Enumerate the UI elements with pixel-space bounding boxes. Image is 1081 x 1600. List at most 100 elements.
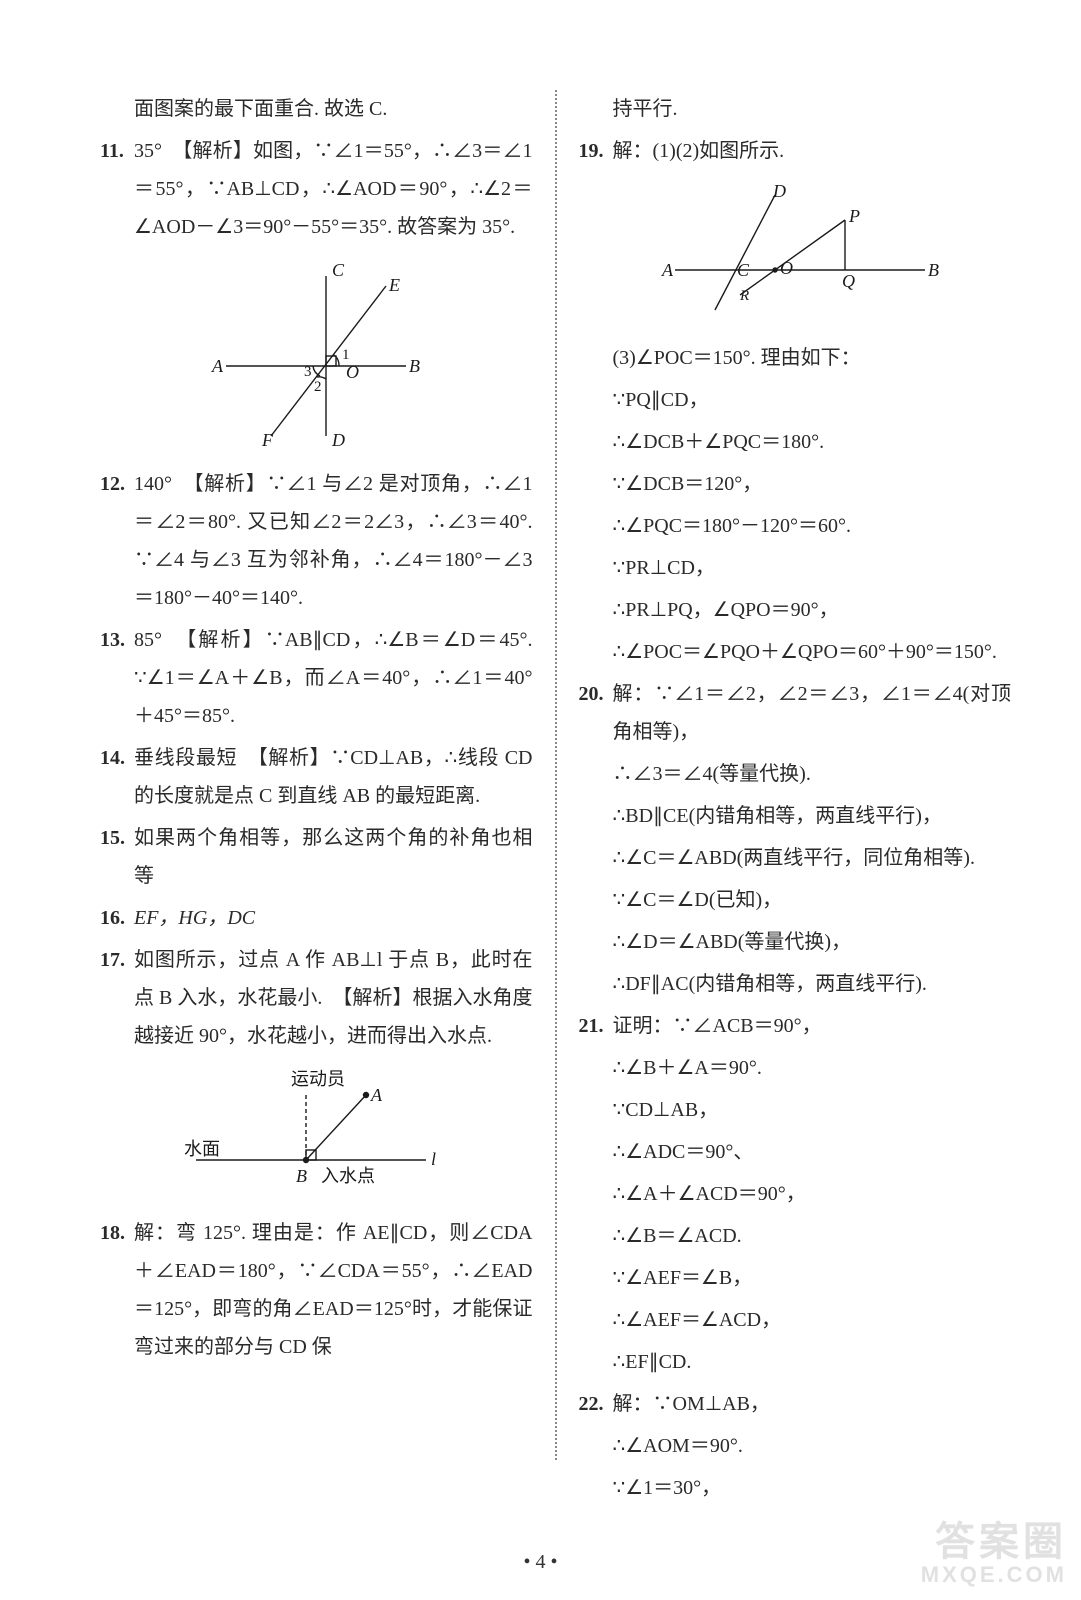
label-R: R: [739, 288, 749, 304]
item-body: 解：∵OM⊥AB，: [613, 1385, 1012, 1423]
label-D: D: [772, 181, 786, 201]
item-13: 13. 85° 【解析】∵AB∥CD，∴∠B＝∠D＝45°. ∵∠1＝∠A＋∠B…: [100, 621, 533, 735]
item-20-line: ∴∠3＝∠4(等量代换).: [579, 755, 1012, 793]
page-number: 4: [0, 1551, 1081, 1574]
label-F: F: [261, 430, 274, 446]
figure-11-svg: C E A B O F D 1 2 3: [196, 256, 436, 446]
item-number: 15.: [100, 819, 134, 895]
item-19-line: ∵PR⊥CD，: [579, 549, 1012, 587]
item-21-line: ∴∠B＝∠ACD.: [579, 1217, 1012, 1255]
item-body: 证明：∵∠ACB＝90°，: [613, 1007, 1012, 1045]
item-21-line: ∴∠A＋∠ACD＝90°，: [579, 1175, 1012, 1213]
item-number: 16.: [100, 899, 134, 937]
item-body: 85° 【解析】∵AB∥CD，∴∠B＝∠D＝45°. ∵∠1＝∠A＋∠B，而∠A…: [134, 621, 533, 735]
item-number: 11.: [100, 132, 134, 246]
item-17: 17. 如图所示，过点 A 作 AB⊥l 于点 B，此时在点 B 入水，水花最小…: [100, 941, 533, 1055]
label-O: O: [346, 362, 359, 382]
item-21: 21. 证明：∵∠ACB＝90°，: [579, 1007, 1012, 1045]
label-l: l: [431, 1149, 436, 1169]
label-E: E: [388, 275, 400, 295]
item-21-line: ∵CD⊥AB，: [579, 1091, 1012, 1129]
item-body: 解：弯 125°. 理由是：作 AE∥CD，则∠CDA＋∠EAD＝180°，∵∠…: [134, 1214, 533, 1366]
label-A: A: [370, 1085, 383, 1105]
label-B: B: [409, 356, 420, 376]
item-number: 22.: [579, 1385, 613, 1423]
item-19-line: ∴∠DCB＋∠PQC＝180°.: [579, 423, 1012, 461]
item-22: 22. 解：∵OM⊥AB，: [579, 1385, 1012, 1423]
item-number: 17.: [100, 941, 134, 1055]
item-number: 12.: [100, 465, 134, 617]
label-water-surface: 水面: [184, 1139, 220, 1159]
item-19-line: ∴∠PQC＝180°－120°＝60°.: [579, 507, 1012, 545]
label-C: C: [737, 260, 750, 280]
item-18: 18. 解：弯 125°. 理由是：作 AE∥CD，则∠CDA＋∠EAD＝180…: [100, 1214, 533, 1366]
label-D: D: [331, 430, 345, 446]
item-number: 13.: [100, 621, 134, 735]
label-A: A: [661, 260, 674, 280]
label-angle2: 2: [314, 379, 322, 395]
figure-17-svg: 运动员 水面 入水点 l A B: [166, 1065, 466, 1195]
watermark-top: 答案圈: [921, 1521, 1067, 1563]
item-21-line: ∴∠B＋∠A＝90°.: [579, 1049, 1012, 1087]
item-body: 解：(1)(2)如图所示.: [613, 132, 1012, 170]
item-20-line: ∴BD∥CE(内错角相等，两直线平行)，: [579, 797, 1012, 835]
item-number: 20.: [579, 675, 613, 751]
label-angle1: 1: [342, 347, 350, 363]
label-entry-point: 入水点: [321, 1166, 375, 1186]
item-19-line: ∵∠DCB＝120°，: [579, 465, 1012, 503]
item-20-line: ∴∠C＝∠ABD(两直线平行，同位角相等).: [579, 839, 1012, 877]
item-10-continuation: 面图案的最下面重合. 故选 C.: [100, 90, 533, 128]
item-21-line: ∴∠ADC＝90°、: [579, 1133, 1012, 1171]
item-number: 18.: [100, 1214, 134, 1366]
label-athlete: 运动员: [291, 1069, 345, 1089]
item-body: 如图所示，过点 A 作 AB⊥l 于点 B，此时在点 B 入水，水花最小. 【解…: [134, 941, 533, 1055]
item-11: 11. 35° 【解析】如图，∵∠1＝55°，∴∠3＝∠1＝55°，∵AB⊥CD…: [100, 132, 533, 246]
item-body: 解：∵∠1＝∠2，∠2＝∠3，∠1＝∠4(对顶角相等)，: [613, 675, 1012, 751]
label-C: C: [332, 260, 345, 280]
label-A: A: [211, 356, 224, 376]
label-B: B: [296, 1166, 307, 1186]
item-20: 20. 解：∵∠1＝∠2，∠2＝∠3，∠1＝∠4(对顶角相等)，: [579, 675, 1012, 751]
item-number: 19.: [579, 132, 613, 170]
item-19-line: ∴∠POC＝∠PQO＋∠QPO＝60°＋90°＝150°.: [579, 633, 1012, 671]
item-19-line: ∴PR⊥PQ，∠QPO＝90°，: [579, 591, 1012, 629]
figure-17: 运动员 水面 入水点 l A B: [100, 1065, 533, 1200]
watermark: 答案圈 MXQE.COM: [921, 1521, 1067, 1586]
item-15: 15. 如果两个角相等，那么这两个角的补角也相等: [100, 819, 533, 895]
item-22-line: ∵∠1＝30°，: [579, 1469, 1012, 1507]
item-21-line: ∵∠AEF＝∠B，: [579, 1259, 1012, 1297]
item-body: 如果两个角相等，那么这两个角的补角也相等: [134, 819, 533, 895]
right-column: 持平行. 19. 解：(1)(2)如图所示. D P A B C: [561, 90, 1012, 1460]
item-19: 19. 解：(1)(2)如图所示.: [579, 132, 1012, 170]
item-number: 14.: [100, 739, 134, 815]
figure-11: C E A B O F D 1 2 3: [100, 256, 533, 451]
item-20-line: ∴DF∥AC(内错角相等，两直线平行).: [579, 965, 1012, 1003]
item-number: 21.: [579, 1007, 613, 1045]
figure-19: D P A B C O Q R: [579, 180, 1012, 325]
item-19-line: (3)∠POC＝150°. 理由如下：: [579, 339, 1012, 377]
label-P: P: [848, 206, 860, 226]
label-B: B: [928, 260, 939, 280]
item-body: 35° 【解析】如图，∵∠1＝55°，∴∠3＝∠1＝55°，∵AB⊥CD，∴∠A…: [134, 132, 533, 246]
item-22-line: ∴∠AOM＝90°.: [579, 1427, 1012, 1465]
item-20-line: ∴∠D＝∠ABD(等量代换)，: [579, 923, 1012, 961]
label-O: O: [780, 258, 793, 278]
item-body: 140° 【解析】∵∠1 与∠2 是对顶角，∴∠1＝∠2＝80°. 又已知∠2＝…: [134, 465, 533, 617]
label-Q: Q: [842, 271, 855, 291]
item-18-continuation: 持平行.: [579, 90, 1012, 128]
item-body: 垂线段最短 【解析】∵CD⊥AB，∴线段 CD 的长度就是点 C 到直线 AB …: [134, 739, 533, 815]
label-angle3: 3: [304, 364, 312, 380]
page: 面图案的最下面重合. 故选 C. 11. 35° 【解析】如图，∵∠1＝55°，…: [0, 0, 1081, 1510]
figure-19-svg: D P A B C O Q R: [645, 180, 945, 320]
column-divider: [555, 90, 557, 1460]
item-14: 14. 垂线段最短 【解析】∵CD⊥AB，∴线段 CD 的长度就是点 C 到直线…: [100, 739, 533, 815]
item-21-line: ∴∠AEF＝∠ACD，: [579, 1301, 1012, 1339]
watermark-bottom: MXQE.COM: [921, 1563, 1067, 1586]
left-column: 面图案的最下面重合. 故选 C. 11. 35° 【解析】如图，∵∠1＝55°，…: [100, 90, 551, 1460]
item-16: 16. EF，HG，DC: [100, 899, 533, 937]
item-20-line: ∵∠C＝∠D(已知)，: [579, 881, 1012, 919]
item-19-line: ∵PQ∥CD，: [579, 381, 1012, 419]
item-body: EF，HG，DC: [134, 899, 533, 937]
item-21-line: ∴EF∥CD.: [579, 1343, 1012, 1381]
item-12: 12. 140° 【解析】∵∠1 与∠2 是对顶角，∴∠1＝∠2＝80°. 又已…: [100, 465, 533, 617]
